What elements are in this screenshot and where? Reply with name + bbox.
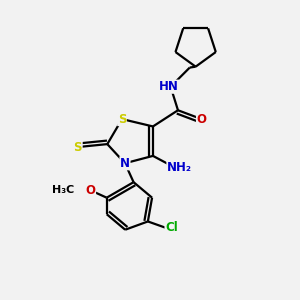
Text: NH₂: NH₂ (167, 161, 192, 174)
Text: H₃C: H₃C (52, 185, 74, 195)
Text: Cl: Cl (165, 221, 178, 234)
Text: HN: HN (159, 80, 179, 93)
Text: O: O (196, 112, 206, 126)
Text: S: S (118, 112, 126, 126)
Text: S: S (74, 141, 82, 154)
Text: methoxy: methoxy (76, 188, 82, 189)
Text: O: O (85, 184, 95, 197)
Text: N: N (120, 157, 130, 170)
